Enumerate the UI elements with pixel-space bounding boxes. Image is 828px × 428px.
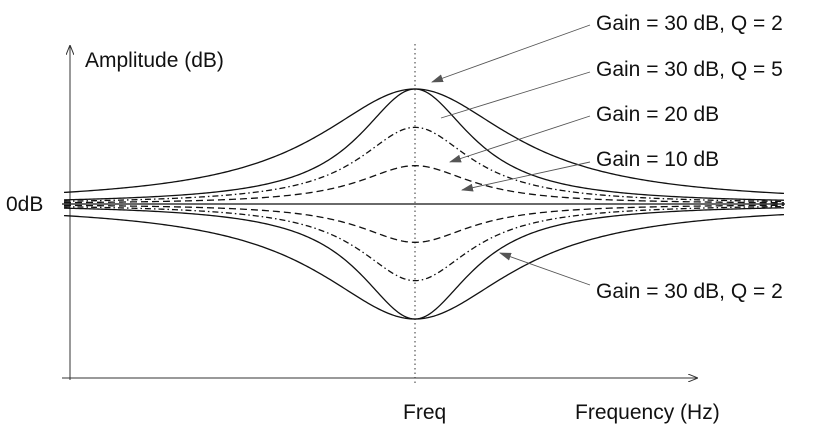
x-axis-label: Frequency (Hz) [575,401,720,424]
pointer-gain30-q2-cut [499,252,591,286]
center-frequency-label: Freq [403,401,446,424]
curve-gain30-q5-cut [63,207,785,320]
pointer-gain20-boost [449,115,591,163]
curve-gain10-q5-boost [63,165,785,204]
curve-gain30-q5-boost [63,88,785,201]
annotation-gain30-q5-boost: Gain = 30 dB, Q = 5 [596,58,783,81]
curve-gain30-q2-cut [63,213,785,320]
annotation-gain10-boost: Gain = 10 dB [596,148,719,171]
response-curves [63,88,785,320]
annotation-pointers [431,24,591,286]
annotation-gain20-boost: Gain = 20 dB [596,103,719,126]
curve-gain30-q2-boost [63,88,785,195]
curve-gain20-q5-cut [63,205,785,282]
annotation-gain30-q2-cut: Gain = 30 dB, Q = 2 [596,280,783,303]
pointer-gain10-boost [461,161,591,192]
pointer-gain30-q5-boost [440,71,591,119]
zero-db-label: 0dB [6,193,43,216]
curve-gain10-q5-cut [63,204,785,243]
y-axis-label: Amplitude (dB) [85,49,224,72]
curve-gain20-q5-boost [63,126,785,203]
annotation-gain30-q2-boost: Gain = 30 dB, Q = 2 [596,12,783,35]
pointer-gain30-q2-boost [431,24,591,83]
